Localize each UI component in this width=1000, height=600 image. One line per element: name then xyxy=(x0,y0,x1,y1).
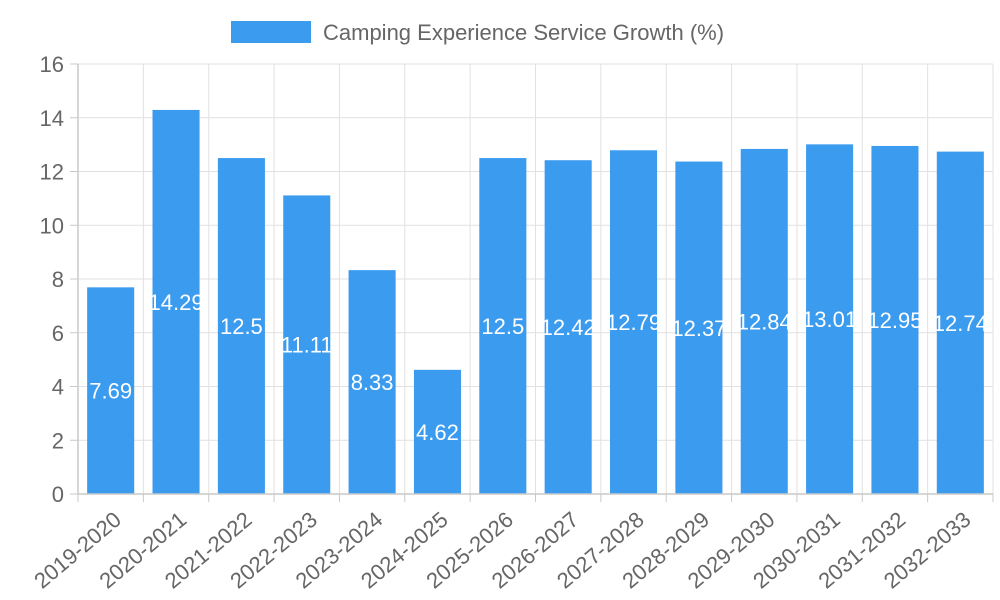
data-label: 8.33 xyxy=(351,370,394,395)
y-tick-label: 8 xyxy=(52,267,64,292)
data-label: 12.74 xyxy=(933,311,988,336)
grid xyxy=(77,63,994,495)
bars: 7.69 14.29 12.5 11.11 8.33 4.62 12.5 12.42 12.79… xyxy=(87,109,988,495)
bar[interactable] xyxy=(152,109,200,495)
bar[interactable] xyxy=(413,369,461,494)
data-label: 12.5 xyxy=(481,314,524,339)
bar[interactable] xyxy=(871,145,919,494)
bar[interactable] xyxy=(740,148,788,495)
data-label: 4.62 xyxy=(416,420,459,445)
data-label: 12.95 xyxy=(867,308,922,333)
y-tick-label: 12 xyxy=(40,160,64,185)
data-label: 7.69 xyxy=(89,379,132,404)
bar[interactable] xyxy=(217,158,265,494)
bar[interactable] xyxy=(610,150,658,495)
bar[interactable] xyxy=(544,160,592,494)
y-tick-label: 2 xyxy=(52,428,64,453)
data-label: 12.5 xyxy=(220,314,263,339)
bar[interactable] xyxy=(936,151,984,495)
data-label: 12.37 xyxy=(671,316,726,341)
data-label: 12.84 xyxy=(737,309,792,334)
bar[interactable] xyxy=(675,161,723,494)
legend-label[interactable]: Camping Experience Service Growth (%) xyxy=(323,20,724,45)
bar[interactable] xyxy=(283,195,331,494)
bar[interactable] xyxy=(479,158,527,494)
data-label: 14.29 xyxy=(149,290,204,315)
bar[interactable] xyxy=(806,144,854,494)
y-tick-label: 6 xyxy=(52,321,64,346)
legend-swatch[interactable] xyxy=(231,21,311,43)
data-label: 11.11 xyxy=(281,333,333,358)
y-tick-label: 16 xyxy=(40,52,64,77)
data-label: 13.01 xyxy=(802,307,857,332)
y-tick-label: 0 xyxy=(52,482,64,507)
y-tick-label: 4 xyxy=(52,375,64,400)
y-tick-label: 14 xyxy=(40,106,64,131)
legend[interactable]: Camping Experience Service Growth (%) xyxy=(231,20,724,45)
bar[interactable] xyxy=(87,287,135,494)
y-tick-label: 10 xyxy=(40,213,64,238)
data-label: 12.42 xyxy=(541,315,596,340)
bar[interactable] xyxy=(348,270,396,494)
data-label: 12.79 xyxy=(606,310,661,335)
